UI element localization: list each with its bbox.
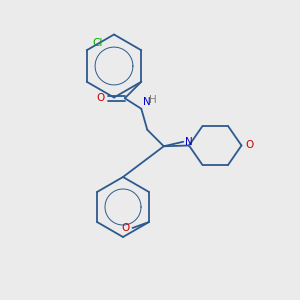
Text: N: N (185, 137, 193, 147)
Text: O: O (122, 223, 130, 233)
Text: Cl: Cl (92, 38, 103, 48)
Text: N: N (143, 97, 151, 107)
Text: H: H (149, 95, 157, 105)
Text: O: O (96, 93, 105, 103)
Text: O: O (245, 140, 253, 151)
